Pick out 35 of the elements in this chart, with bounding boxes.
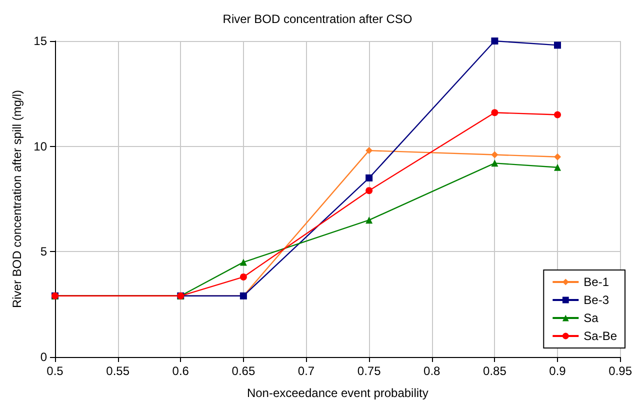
point <box>240 258 247 266</box>
x-tick-label: 0.9 <box>549 364 566 378</box>
x-tick-label: 0.75 <box>357 364 382 378</box>
point <box>366 187 373 194</box>
x-tick-label: 0.8 <box>424 364 441 378</box>
point <box>554 164 562 171</box>
y-axis-title: River BOD concentration after spill (mg/l) <box>10 90 24 308</box>
point <box>491 160 498 167</box>
point <box>366 147 373 154</box>
point <box>240 273 247 280</box>
point <box>366 174 373 182</box>
x-axis-title: Non-exceedance event probability <box>246 386 428 400</box>
x-tick-label: 0.5 <box>46 364 64 378</box>
x-tick-label: 0.7 <box>298 364 315 378</box>
point <box>366 216 373 224</box>
x-tick-label: 0.6 <box>172 364 190 378</box>
point <box>491 109 498 116</box>
y-tick-label: 10 <box>34 139 48 154</box>
x-tick-label: 0.85 <box>483 364 507 378</box>
y-tick-label: 5 <box>40 244 48 259</box>
x-tick-label: 0.55 <box>106 364 130 378</box>
y-tick-label: 15 <box>34 34 48 48</box>
legend-label: Be-1 <box>584 275 610 289</box>
x-tick-label: 0.65 <box>232 364 256 378</box>
point <box>554 111 562 118</box>
point <box>491 38 498 44</box>
legend-label: Sa-Be <box>584 329 618 343</box>
point <box>554 153 562 160</box>
point <box>554 42 562 49</box>
y-tick-label: 0 <box>40 350 48 364</box>
legend-label: Be-3 <box>584 293 610 307</box>
x-tick-label: 0.95 <box>608 364 632 378</box>
chart-title: River BOD concentration after CSO <box>222 12 412 26</box>
legend-label: Sa <box>584 311 599 325</box>
point <box>491 151 498 158</box>
